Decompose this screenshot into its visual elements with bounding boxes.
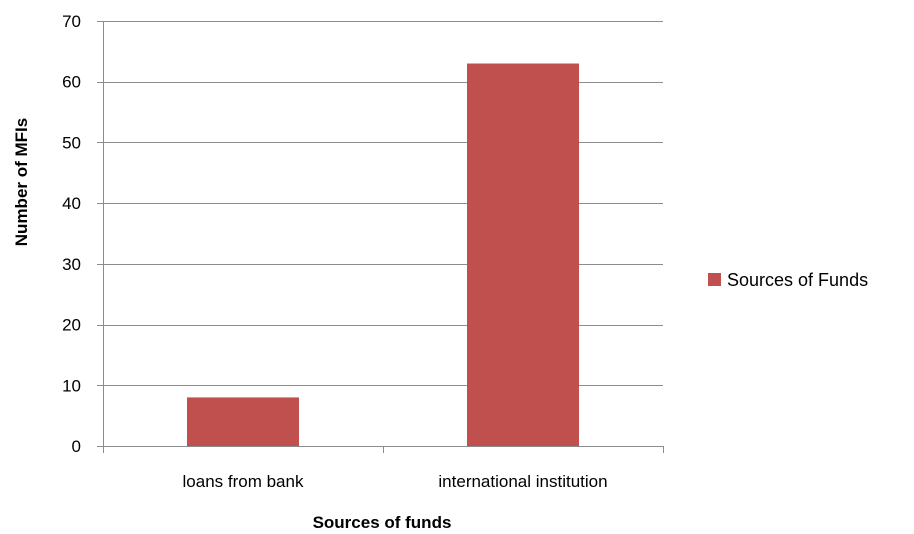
y-tick-label: 60 [62,73,81,92]
y-tick-label: 10 [62,376,81,395]
gridlines [103,21,663,386]
x-tick-labels: loans from bank international institution [183,472,608,491]
bar [187,397,299,446]
axes [97,21,664,453]
y-tick-label: 0 [72,437,81,456]
y-tick-labels: 0 10 20 30 40 50 60 70 [62,12,81,456]
legend-swatch [708,273,721,286]
y-axis-title: Number of MFIs [12,118,31,246]
y-tick-label: 20 [62,316,81,335]
y-tick-label: 50 [62,133,81,152]
bars-group [187,63,579,446]
y-tick-label: 40 [62,194,81,213]
y-tick-label: 30 [62,255,81,274]
legend-label: Sources of Funds [727,270,868,290]
y-tick-label: 70 [62,12,81,31]
x-tick-label: loans from bank [183,472,304,491]
x-axis-title: Sources of funds [313,513,452,532]
bar [467,63,579,446]
legend: Sources of Funds [708,270,868,290]
x-tick-label: international institution [438,472,607,491]
